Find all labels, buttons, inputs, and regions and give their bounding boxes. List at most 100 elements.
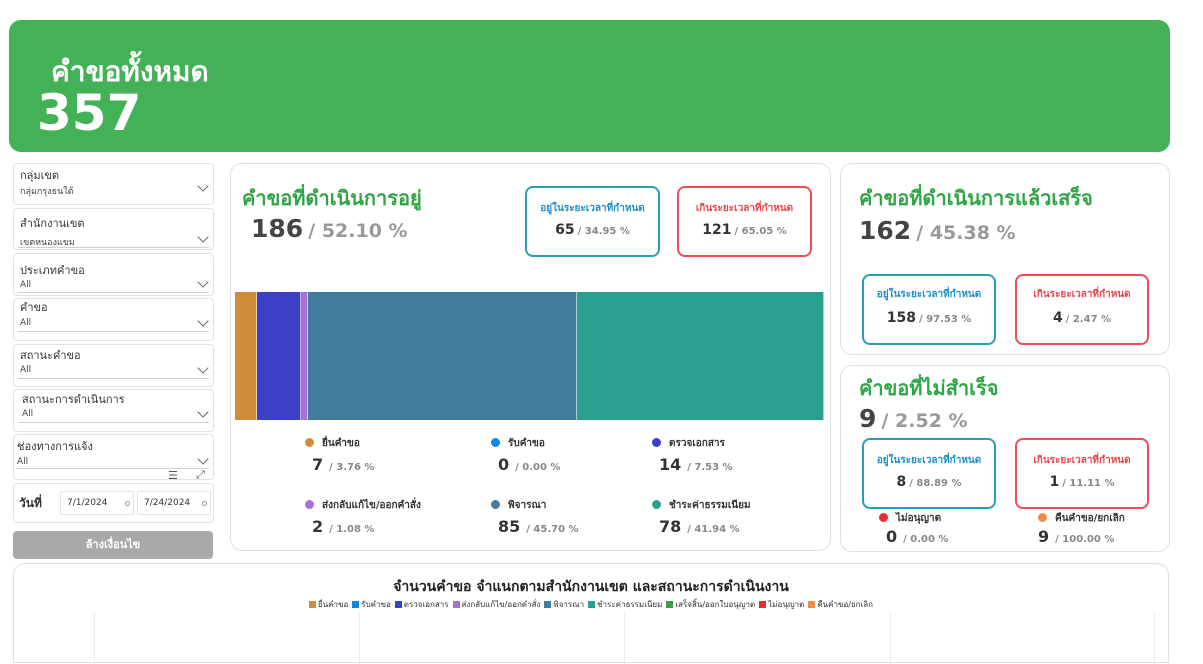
status-pct: / 3.76 % [329,462,375,473]
chevron-down-icon[interactable] [197,276,209,288]
status-value: 14 / 7.53 % [659,455,733,474]
filter-district-group[interactable]: กลุ่มเขต กลุ่มกรุงธนใต้ [13,163,214,205]
in-progress-title: คำขอที่ดำเนินการอยู่ [242,186,422,210]
filter-underline [18,292,209,293]
legend-label: พิจารณา [553,600,585,609]
status-pct: / 45.70 % [526,524,579,535]
not-approved-label: ไม่อนุญาต [896,513,942,524]
bar-segment[interactable] [257,292,302,420]
in-progress-on-time-box: อยู่ในระยะเวลาที่กำหนด 65/ 34.95 % [525,186,660,257]
failed-count: 9 [859,404,877,433]
legend-swatch [666,601,674,608]
cancelled-count: 9 [1038,527,1050,546]
filter-underline [18,422,209,423]
end-date-input[interactable]: 7/24/2024 [137,491,211,515]
failed-summary: 9 / 2.52 % [859,404,968,433]
chevron-down-icon[interactable] [197,315,209,327]
on-time-value: 65/ 34.95 % [527,222,658,238]
chart-legend: ยื่นคำขอ รับคำขอ ตรวจเอกสาร ส่งกลับแก้ไข/ออ… [14,598,1168,611]
filter-district-office[interactable]: สำนักงานเขต เขตหนองแขม [13,208,214,250]
chart-legend-item: คืนคำขอ/ยกเลิก [808,598,873,611]
filter-request-type[interactable]: ประเภทคำขอ All [13,253,214,296]
overdue-count: 1 [1049,474,1060,490]
status-value: 2 / 1.08 % [312,517,374,536]
cancelled-label: คืนคำขอ/ยกเลิก [1055,513,1125,524]
failed-on-time-box: อยู่ในระยะเวลาที่กำหนด 8/ 88.89 % [862,438,996,509]
chevron-down-icon[interactable] [197,406,209,418]
status-label: ส่งกลับแก้ไข/ออกคำสั่ง [322,500,421,511]
date-range-filter: วันที่ 7/1/2024 7/24/2024 [13,483,214,523]
status-dot [1038,513,1047,522]
filter-icon[interactable]: ☰ [168,469,178,482]
bar-segment[interactable] [307,292,578,420]
total-requests-count: 357 [37,84,142,142]
failed-overdue-box: เกินระยะเวลาที่กำหนด 1/ 11.11 % [1015,438,1149,509]
in-progress-summary: 186 / 52.10 % [251,214,408,243]
legend-swatch [394,601,402,608]
bar-segment[interactable] [235,292,258,420]
status-label: ตรวจเอกสาร [669,438,725,449]
chevron-down-icon[interactable] [197,231,209,243]
status-value: 7 / 3.76 % [312,455,374,474]
status-pct: / 1.08 % [329,524,375,535]
on-time-pct: / 34.95 % [577,226,630,237]
status-count: 2 [312,517,324,536]
cancelled-pct: / 100.00 % [1055,534,1115,545]
completed-card: คำขอที่ดำเนินการแล้วเสร็จ 162 / 45.38 % … [840,163,1170,355]
status-stacked-bar [235,292,825,420]
calendar-icon[interactable] [202,501,207,506]
on-time-pct: / 97.53 % [918,314,972,325]
status-dot [652,500,661,509]
completed-title: คำขอที่ดำเนินการแล้วเสร็จ [859,186,1093,210]
filter-label: สถานะคำขอ [20,349,81,362]
filter-label: ช่องทางการแจ้ง [17,440,93,453]
legend-swatch [352,601,360,608]
chart-gridline [624,612,625,664]
bar-segment[interactable] [301,292,308,420]
filter-underline [18,247,209,248]
filter-label: ประเภทคำขอ [20,264,85,277]
legend-swatch [309,601,317,608]
status-count: 85 [498,517,521,536]
total-requests-banner: คำขอทั้งหมด 357 [9,20,1170,152]
filter-channel[interactable]: ช่องทางการแจ้ง All ☰ ⤢ [13,434,214,482]
on-time-title: อยู่ในระยะเวลาที่กำหนด [876,289,982,300]
total-requests-title: คำขอทั้งหมด [51,55,209,88]
legend-swatch [452,601,460,608]
completed-overdue-box: เกินระยะเวลาที่กำหนด 4/ 2.47 % [1015,274,1149,345]
completed-pct: / 45.38 % [916,222,1016,244]
expand-icon[interactable]: ⤢ [196,468,205,481]
completed-count: 162 [859,216,912,245]
filter-label: สถานะการดำเนินการ [22,393,125,406]
chevron-down-icon[interactable] [197,362,209,374]
status-label: รับคำขอ [508,438,545,449]
start-date-input[interactable]: 7/1/2024 [60,491,134,515]
status-label: ยื่นคำขอ [322,438,360,449]
bar-segment[interactable] [577,292,825,420]
legend-swatch [808,601,816,608]
overdue-pct: / 65.05 % [734,226,787,237]
filter-request[interactable]: คำขอ All [13,298,214,341]
on-time-title: อยู่ในระยะเวลาที่กำหนด [540,203,645,214]
not-approved-pct: / 0.00 % [903,534,949,545]
overdue-title: เกินระยะเวลาที่กำหนด [1033,455,1131,466]
filter-process-status[interactable]: สถานะการดำเนินการ All [13,389,214,432]
overdue-value: 1/ 11.11 % [1017,474,1147,490]
status-pct: / 7.53 % [687,462,733,473]
filter-value: All [20,365,32,375]
overdue-value: 4/ 2.47 % [1017,310,1147,326]
calendar-icon[interactable] [125,501,130,506]
filter-underline [18,331,209,332]
filter-request-status[interactable]: สถานะคำขอ All [13,344,214,387]
filter-value: กลุ่มกรุงธนใต้ [20,187,74,197]
filter-underline [18,378,209,379]
failed-title: คำขอที่ไม่สำเร็จ [859,376,999,400]
on-time-pct: / 88.89 % [909,478,962,489]
chevron-down-icon[interactable] [197,180,209,192]
status-count: 78 [659,517,682,536]
end-date-value: 7/24/2024 [144,498,191,508]
clear-filters-button[interactable]: ล้างเงื่อนไข [13,531,213,559]
chart-gridline [890,612,891,664]
cancelled-value: 9 / 100.00 % [1038,527,1114,546]
chevron-down-icon[interactable] [197,453,209,465]
